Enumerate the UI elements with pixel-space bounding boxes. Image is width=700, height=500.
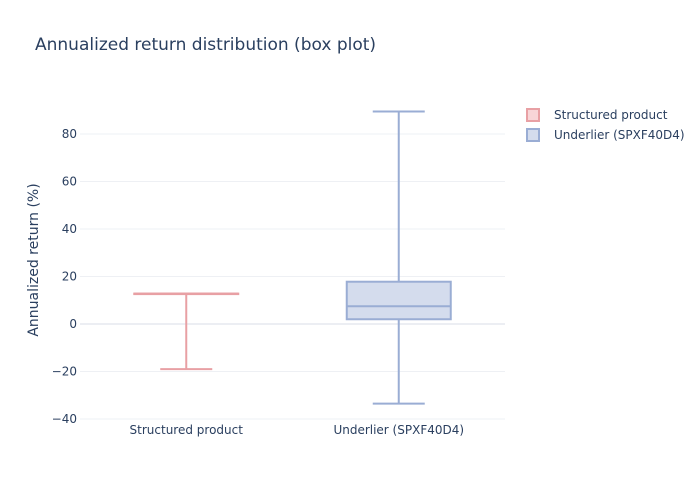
legend-item[interactable]: Underlier (SPXF40D4) (526, 128, 685, 142)
y-tick-label: −20 (52, 365, 77, 379)
x-axis-ticks: Structured product Underlier (SPXF40D4) (130, 423, 465, 437)
legend-swatch (526, 108, 540, 122)
legend[interactable]: Structured product Underlier (SPXF40D4) (526, 108, 685, 142)
legend-label: Structured product (554, 108, 668, 122)
box-structured-product (133, 292, 240, 371)
chart-title: Annualized return distribution (box plot… (35, 35, 376, 55)
iqr-box (345, 280, 452, 321)
y-axis-label: Annualized return (%) (26, 183, 42, 336)
y-tick-label: 20 (62, 270, 77, 284)
gridlines (80, 133, 505, 420)
box-underlier (345, 110, 452, 405)
y-tick-label: 60 (62, 175, 77, 189)
y-axis-ticks: −40 −20 0 20 40 60 80 (52, 127, 77, 426)
x-tick-label: Underlier (SPXF40D4) (333, 423, 464, 437)
legend-item[interactable]: Structured product (526, 108, 668, 122)
legend-label: Underlier (SPXF40D4) (554, 128, 685, 142)
y-tick-label: 80 (62, 127, 77, 141)
y-tick-label: 0 (69, 317, 77, 331)
legend-swatch (526, 128, 540, 142)
x-tick-label: Structured product (130, 423, 244, 437)
y-tick-label: −40 (52, 412, 77, 426)
boxes (133, 110, 452, 405)
y-tick-label: 40 (62, 222, 77, 236)
